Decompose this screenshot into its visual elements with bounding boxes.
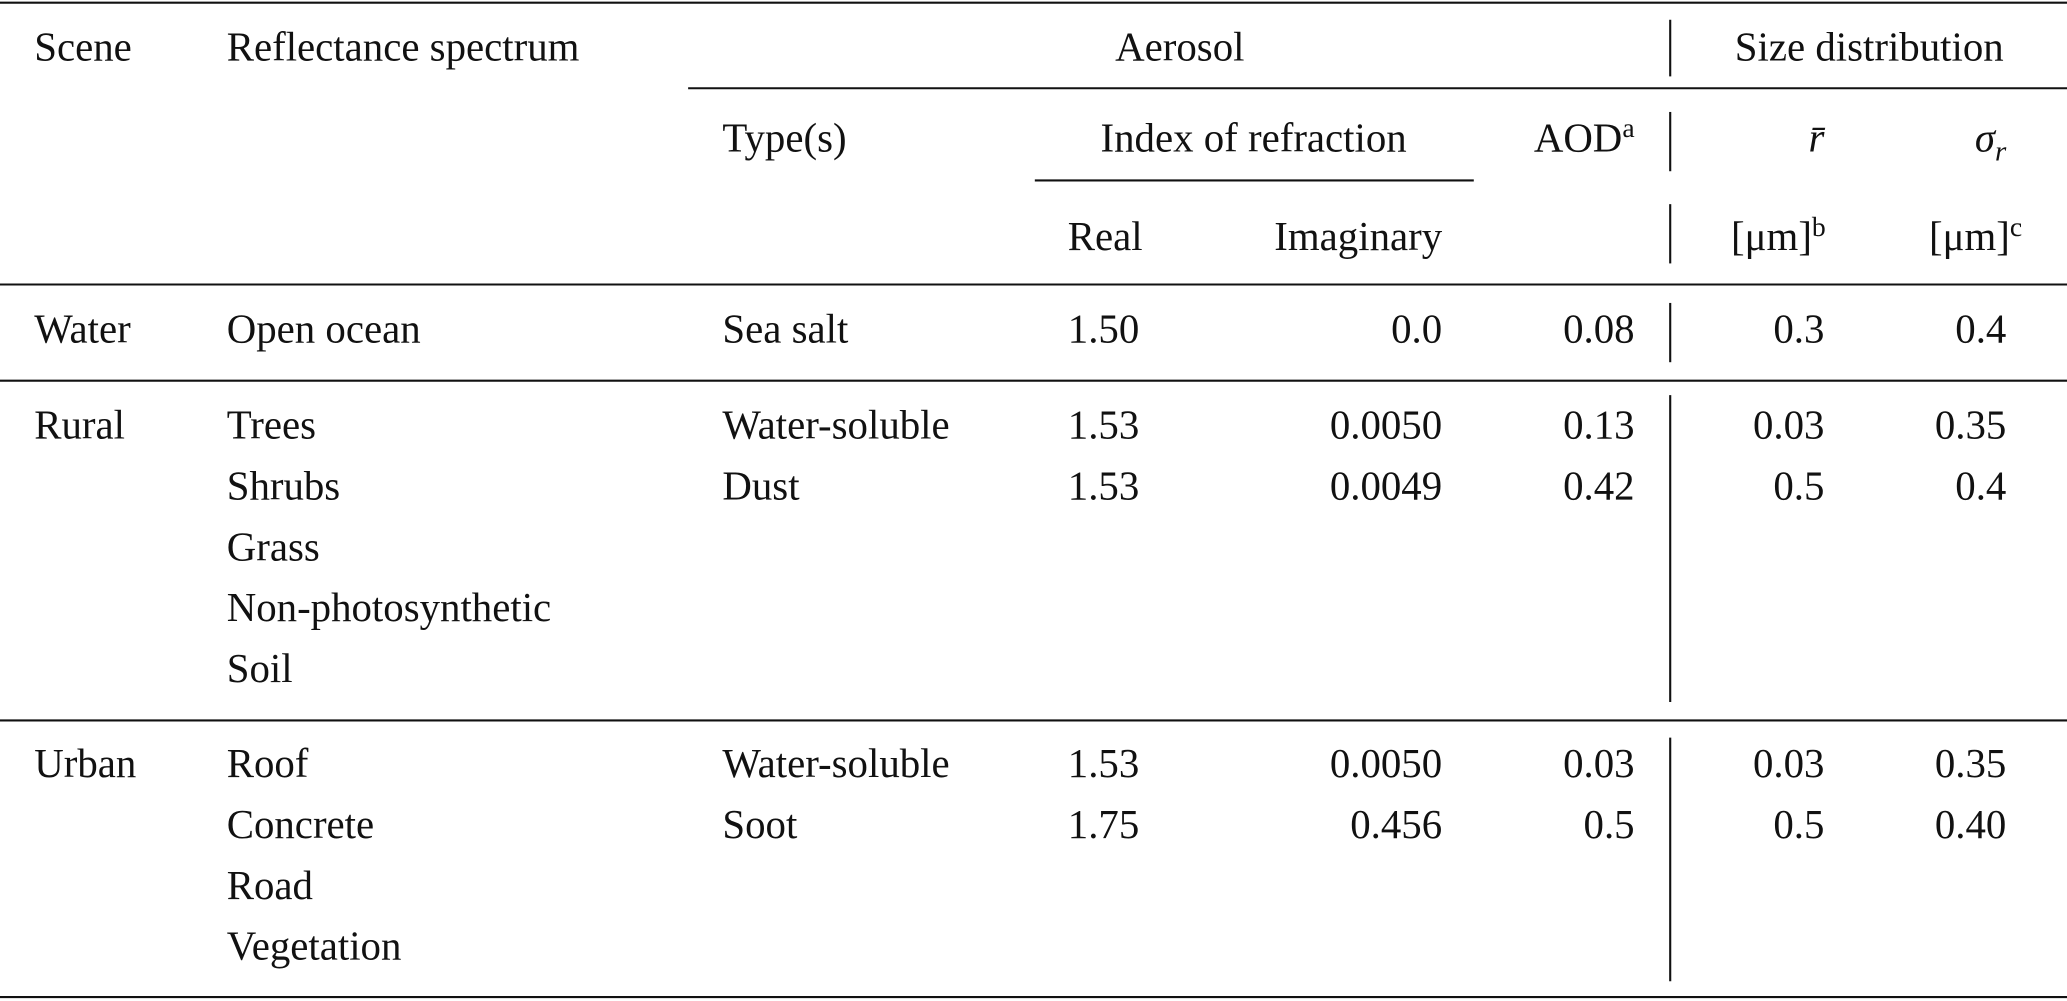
cell: 0.5	[1773, 463, 1824, 508]
cell: 1.75	[1068, 802, 1139, 847]
cell: 0.5	[1584, 802, 1635, 847]
cell: 0.42	[1563, 463, 1634, 508]
note: a	[1622, 112, 1634, 143]
cell: 0.35	[1935, 741, 2006, 786]
note: b	[1812, 211, 1826, 242]
cell: 0.3	[1773, 306, 1824, 351]
header: [μm]b	[1731, 211, 1826, 259]
scene: Urban	[34, 741, 136, 786]
header: AOD	[1534, 115, 1623, 160]
cell: 0.03	[1753, 403, 1824, 448]
header: [μm]	[1929, 214, 2010, 259]
cell: 0.456	[1350, 802, 1442, 847]
cell: 0.03	[1563, 741, 1634, 786]
note: c	[2010, 211, 2022, 242]
spectrum: Grass	[227, 524, 320, 569]
cell: Sea salt	[722, 306, 849, 351]
header: [μm]	[1731, 214, 1812, 259]
cell: 0.40	[1935, 802, 2006, 847]
cell: 1.53	[1068, 403, 1139, 448]
cell: Dust	[722, 463, 800, 508]
header: σr	[1975, 115, 2007, 167]
header: [μm]c	[1929, 211, 2022, 259]
cell: 1.53	[1068, 463, 1139, 508]
header: Aerosol	[1115, 25, 1244, 70]
header: Scene	[34, 25, 132, 70]
cell: 0.5	[1773, 802, 1824, 847]
spectrum: Vegetation	[227, 924, 402, 969]
cell: Soot	[722, 802, 798, 847]
spectrum: Soil	[227, 646, 293, 691]
cell: 0.08	[1563, 306, 1634, 351]
header: Index of refraction	[1101, 115, 1407, 160]
header: Reflectance spectrum	[227, 25, 580, 70]
cell: 0.13	[1563, 403, 1634, 448]
scene: Water	[34, 306, 131, 351]
spectrum: Road	[227, 863, 313, 908]
header: σ	[1975, 115, 1997, 160]
scene: Rural	[34, 403, 125, 448]
header: Size distribution	[1735, 25, 2004, 70]
spectrum: Trees	[227, 403, 316, 448]
header: Type(s)	[722, 115, 846, 160]
cell: 0.0050	[1330, 403, 1442, 448]
header: r̄	[1809, 115, 1826, 160]
spectrum: Open ocean	[227, 306, 421, 351]
cell: 1.53	[1068, 741, 1139, 786]
sub: r	[1995, 136, 2007, 168]
spectrum: Concrete	[227, 802, 374, 847]
cell: 0.4	[1955, 463, 2006, 508]
cell: 1.50	[1068, 306, 1139, 351]
spectrum: Non-photosynthetic	[227, 585, 551, 630]
cell: 0.35	[1935, 403, 2006, 448]
cell: 0.0	[1391, 306, 1442, 351]
spectrum: Shrubs	[227, 463, 340, 508]
cell: 0.0049	[1330, 463, 1442, 508]
cell: 0.0050	[1330, 741, 1442, 786]
header: AODa	[1534, 112, 1635, 160]
header: Imaginary	[1274, 214, 1442, 259]
cell: 0.4	[1955, 306, 2006, 351]
cell: Water-soluble	[722, 403, 949, 448]
cell: Water-soluble	[722, 741, 949, 786]
spectrum: Roof	[227, 741, 309, 786]
cell: 0.03	[1753, 741, 1824, 786]
header: Real	[1068, 214, 1143, 259]
